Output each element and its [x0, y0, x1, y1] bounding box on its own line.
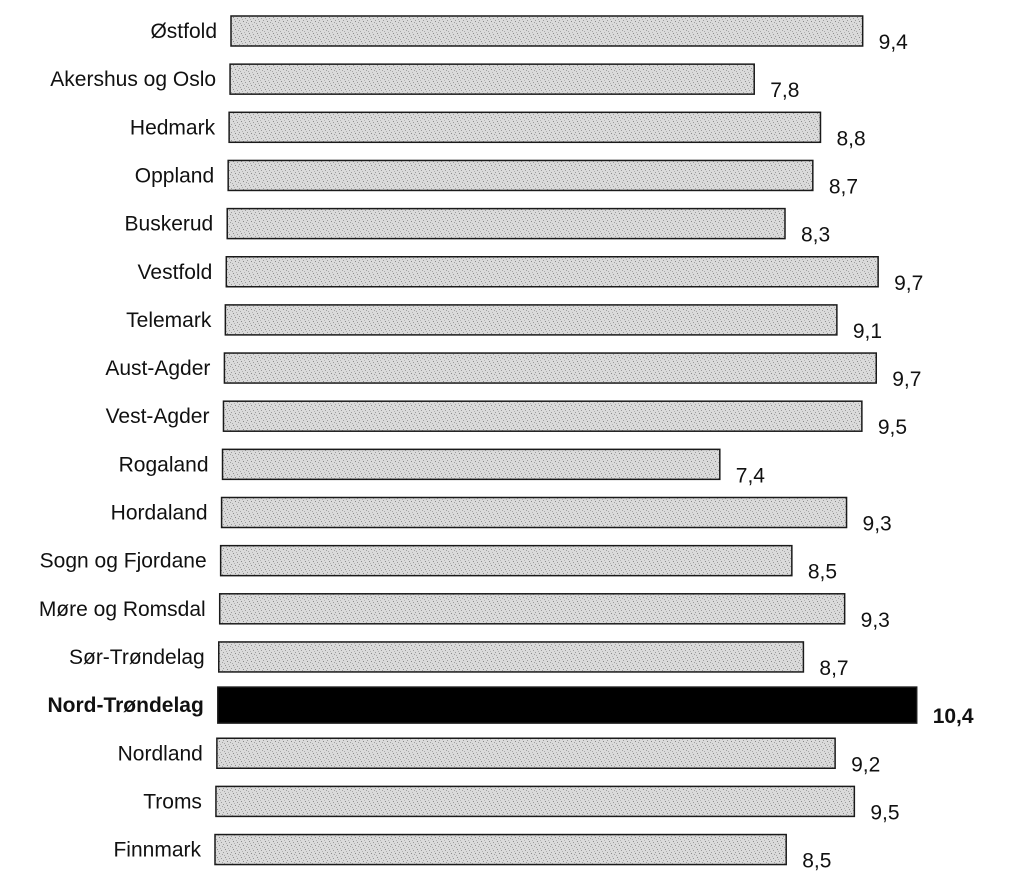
value-label-akershus-og-oslo: 7,8: [770, 79, 799, 102]
category-label-sor-trondelag: Sør-Trøndelag: [69, 646, 205, 669]
bar-more-og-romsdal: [218, 593, 846, 625]
bar-oppland: [227, 159, 814, 192]
category-label-vest-agder: Vest-Agder: [106, 405, 210, 428]
category-label-akershus-og-oslo: Akershus og Oslo: [50, 68, 216, 91]
labels-layer: Østfold 9,4 Akershus og Oslo 7,8 Hedmark 8,8 O…: [39, 20, 974, 873]
value-label-vestfold: 9,7: [894, 272, 923, 295]
bar-aust-agder: [223, 352, 878, 384]
bar-ostfold: [230, 15, 864, 47]
category-label-aust-agder: Aust-Agder: [105, 357, 210, 380]
value-label-buskerud: 8,3: [801, 224, 830, 247]
value-label-hordaland: 9,3: [863, 513, 892, 536]
value-label-nord-trondelag: 10,4: [933, 705, 974, 728]
bar-vestfold: [225, 256, 879, 288]
category-label-nordland: Nordland: [118, 742, 203, 765]
bar-hordaland: [220, 496, 848, 529]
category-label-hordaland: Hordaland: [111, 502, 208, 525]
category-label-ostfold: Østfold: [150, 20, 217, 43]
bar-nordland: [216, 737, 836, 769]
bar-nord-trondelag: [217, 686, 918, 724]
category-label-oppland: Oppland: [135, 164, 214, 187]
bars-layer: [214, 15, 918, 866]
value-label-aust-agder: 9,7: [892, 368, 921, 391]
category-label-hedmark: Hedmark: [130, 116, 216, 139]
value-label-finnmark: 8,5: [802, 850, 831, 873]
bar-telemark: [224, 304, 838, 336]
bar-troms: [215, 785, 856, 818]
category-label-buskerud: Buskerud: [125, 213, 214, 236]
bar-hedmark: [228, 111, 822, 144]
bar-akershus-og-oslo: [229, 63, 755, 95]
bar-sor-trondelag: [218, 641, 805, 673]
value-label-sogn-og-fjordane: 8,5: [808, 561, 837, 584]
value-label-ostfold: 9,4: [879, 31, 909, 54]
value-label-oppland: 8,7: [829, 175, 858, 198]
bar-sogn-og-fjordane: [219, 544, 793, 577]
category-label-troms: Troms: [143, 790, 202, 813]
value-label-nordland: 9,2: [851, 753, 880, 776]
bar-buskerud: [226, 207, 786, 240]
category-label-nord-trondelag: Nord-Trøndelag: [47, 694, 203, 717]
category-label-telemark: Telemark: [126, 309, 212, 332]
bar-finnmark: [214, 833, 787, 866]
category-label-finnmark: Finnmark: [113, 839, 201, 862]
category-label-rogaland: Rogaland: [119, 453, 209, 476]
value-label-more-og-romsdal: 9,3: [861, 609, 890, 632]
value-label-hedmark: 8,8: [836, 127, 865, 150]
category-label-sogn-og-fjordane: Sogn og Fjordane: [40, 550, 207, 573]
value-label-rogaland: 7,4: [736, 464, 766, 487]
category-label-more-og-romsdal: Møre og Romsdal: [39, 598, 206, 621]
bar-rogaland: [221, 448, 721, 481]
value-label-vest-agder: 9,5: [878, 416, 907, 439]
value-label-troms: 9,5: [870, 801, 899, 824]
value-label-sor-trondelag: 8,7: [819, 657, 848, 680]
value-label-telemark: 9,1: [853, 320, 882, 343]
bar-vest-agder: [222, 400, 863, 432]
category-label-vestfold: Vestfold: [138, 261, 213, 284]
